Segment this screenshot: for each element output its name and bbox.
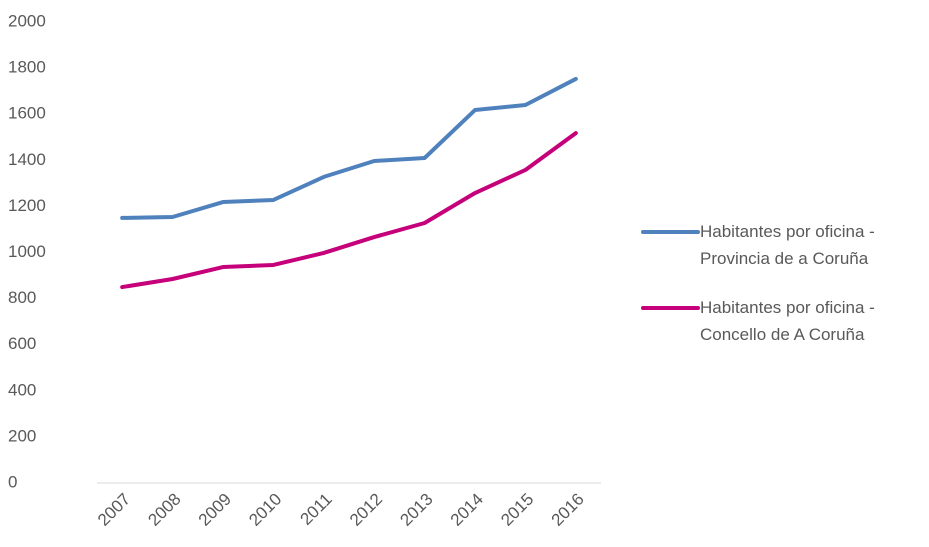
y-tick-label: 400 (8, 380, 36, 399)
y-tick-label: 1200 (8, 196, 46, 215)
series-line (120, 76, 578, 220)
y-tick-label: 1000 (8, 242, 46, 261)
legend-label: Habitantes por oficina - Provincia de a … (700, 222, 875, 268)
legend-label: Habitantes por oficina - Concello de A C… (700, 298, 875, 344)
x-tick-label: 2010 (245, 490, 285, 530)
y-tick-label: 1800 (8, 58, 46, 77)
x-tick-label: 2009 (195, 490, 235, 530)
x-tick-label: 2012 (346, 490, 386, 530)
y-tick-label: 600 (8, 334, 36, 353)
y-tick-label: 200 (8, 426, 36, 445)
x-tick-label: 2014 (447, 490, 487, 530)
y-tick-label: 2000 (8, 11, 46, 30)
x-tick-label: 2011 (297, 490, 336, 529)
y-tick-label: 0 (8, 472, 17, 491)
x-tick-label: 2007 (94, 490, 134, 530)
y-tick-label: 1600 (8, 104, 46, 123)
x-tick-label: 2008 (144, 490, 184, 530)
x-tick-label: 2015 (497, 490, 537, 530)
series-line (120, 131, 578, 290)
x-tick-label: 2016 (548, 490, 588, 530)
y-tick-label: 800 (8, 288, 36, 307)
x-tick-label: 2013 (396, 490, 436, 530)
y-tick-label: 1400 (8, 150, 46, 169)
